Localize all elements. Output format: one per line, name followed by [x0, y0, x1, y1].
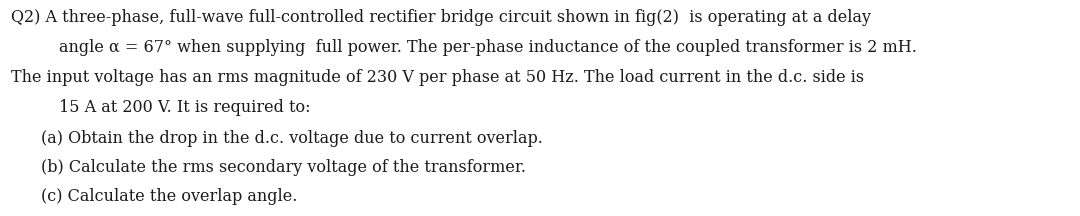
- Text: Q2) A three-phase, full-wave full-controlled rectifier bridge circuit shown in f: Q2) A three-phase, full-wave full-contro…: [11, 9, 870, 26]
- Text: angle α = 67° when supplying  full power. The per-phase inductance of the couple: angle α = 67° when supplying full power.…: [59, 39, 917, 56]
- Text: The input voltage has an rms magnitude of 230 V per phase at 50 Hz. The load cur: The input voltage has an rms magnitude o…: [11, 69, 864, 86]
- Text: (c) Calculate the overlap angle.: (c) Calculate the overlap angle.: [41, 188, 297, 205]
- Text: (a) Obtain the drop in the d.c. voltage due to current overlap.: (a) Obtain the drop in the d.c. voltage …: [41, 130, 543, 147]
- Text: (b) Calculate the rms secondary voltage of the transformer.: (b) Calculate the rms secondary voltage …: [41, 159, 526, 176]
- Text: 15 A at 200 V. It is required to:: 15 A at 200 V. It is required to:: [59, 99, 311, 116]
